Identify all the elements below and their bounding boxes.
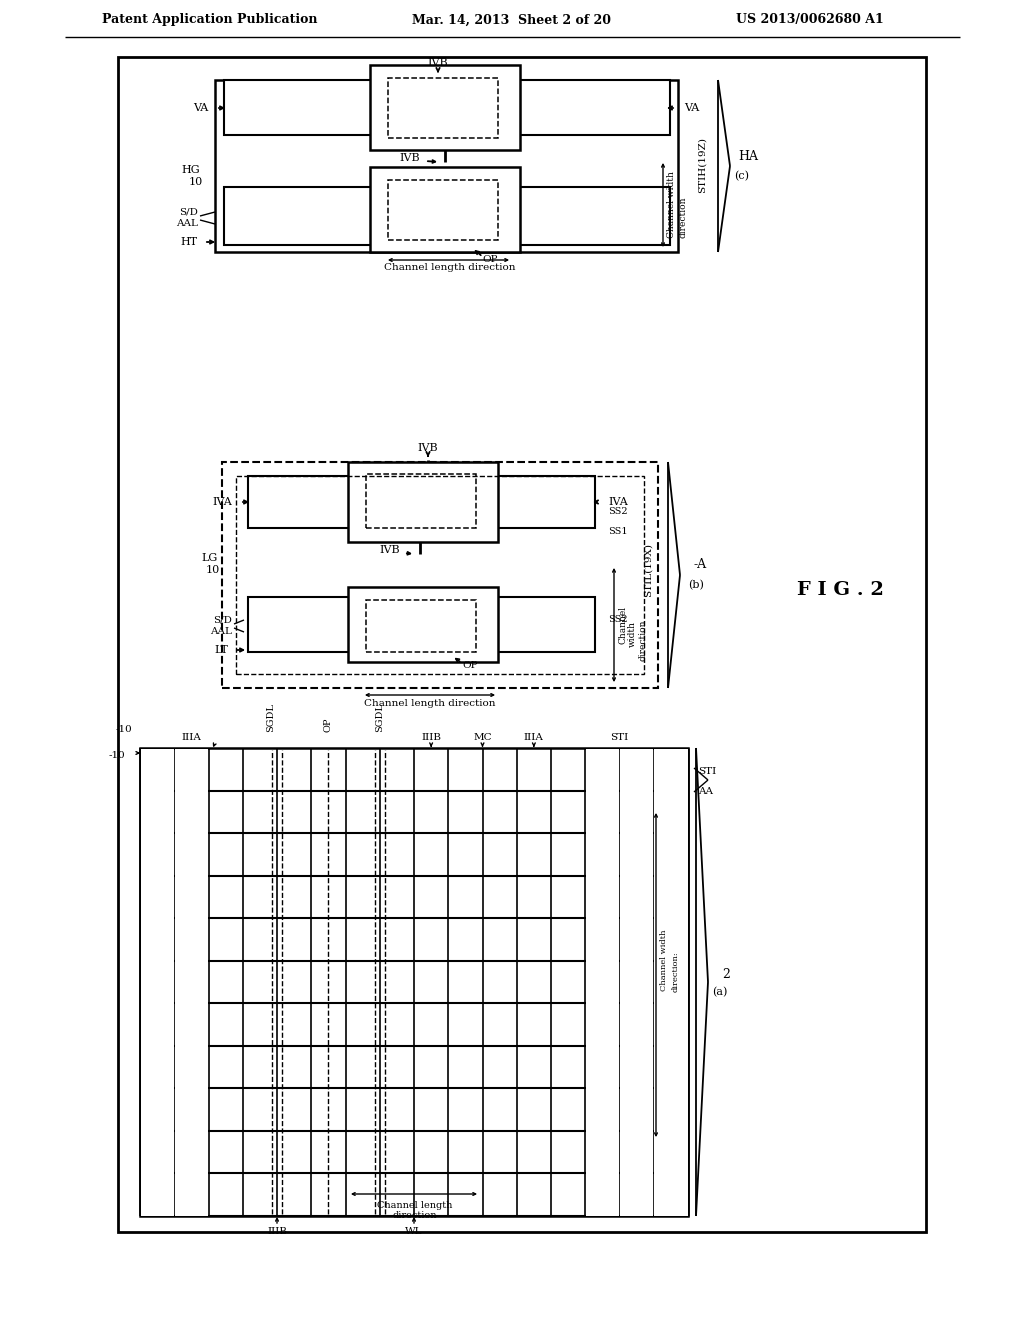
Text: IIIB: IIIB <box>421 734 441 742</box>
Text: (c): (c) <box>734 170 750 181</box>
Text: HA: HA <box>738 149 758 162</box>
Bar <box>248 597 362 652</box>
Bar <box>480 477 595 528</box>
Bar <box>224 187 374 246</box>
Bar <box>175 748 208 1216</box>
Bar <box>388 180 498 240</box>
Bar <box>224 81 374 135</box>
Bar <box>520 81 670 135</box>
Text: VA: VA <box>193 103 208 114</box>
Text: 10: 10 <box>206 565 220 576</box>
Bar <box>222 462 658 688</box>
Bar <box>118 57 926 1232</box>
Text: Mar. 14, 2013  Sheet 2 of 20: Mar. 14, 2013 Sheet 2 of 20 <box>413 13 611 26</box>
Bar <box>140 748 174 1216</box>
Text: F I G . 2: F I G . 2 <box>797 581 884 599</box>
Bar <box>520 187 670 246</box>
Text: AAL: AAL <box>176 219 198 228</box>
Text: STI: STI <box>610 734 629 742</box>
Text: SGDL: SGDL <box>375 704 384 733</box>
Text: HT: HT <box>181 238 198 247</box>
Text: direction: direction <box>638 619 647 661</box>
Text: Channel width: Channel width <box>667 172 676 239</box>
Text: SS2: SS2 <box>608 615 628 624</box>
Text: LT: LT <box>214 645 228 655</box>
Text: IVA: IVA <box>608 498 628 507</box>
Text: WL: WL <box>406 1226 423 1236</box>
Bar <box>366 474 476 528</box>
Text: SS2: SS2 <box>608 507 628 516</box>
Text: (a): (a) <box>713 987 728 997</box>
Bar <box>586 748 618 1216</box>
Text: IIIA: IIIA <box>181 734 202 742</box>
Bar <box>348 462 498 543</box>
Text: AA: AA <box>698 788 713 796</box>
Text: -10: -10 <box>109 751 125 760</box>
Bar <box>370 168 520 252</box>
Text: STIH(19Z): STIH(19Z) <box>698 137 707 193</box>
Text: SS1: SS1 <box>608 528 628 536</box>
Text: OP: OP <box>482 256 498 264</box>
Bar <box>480 597 595 652</box>
Text: direction:: direction: <box>672 952 680 993</box>
Text: (b): (b) <box>688 579 703 590</box>
Text: IIIA: IIIA <box>524 734 544 742</box>
Text: Channel length direction: Channel length direction <box>384 264 516 272</box>
Text: STIL(19X): STIL(19X) <box>644 543 653 597</box>
Text: 2: 2 <box>722 968 730 981</box>
Text: HG: HG <box>181 165 200 176</box>
Text: OP: OP <box>462 661 478 671</box>
Text: STI: STI <box>698 767 716 776</box>
Text: US 2013/0062680 A1: US 2013/0062680 A1 <box>736 13 884 26</box>
Text: S/D: S/D <box>213 615 232 624</box>
Bar <box>215 81 678 252</box>
Text: IVB: IVB <box>428 58 449 69</box>
Bar <box>236 477 644 675</box>
Text: OP: OP <box>324 718 333 733</box>
Text: direction: direction <box>393 1212 437 1221</box>
Text: Channel width: Channel width <box>660 929 668 991</box>
Bar <box>248 477 362 528</box>
Text: SGDL: SGDL <box>265 704 274 733</box>
Text: width: width <box>628 620 637 647</box>
Text: LG: LG <box>202 553 218 564</box>
Text: IVB: IVB <box>418 444 438 453</box>
Text: Channel: Channel <box>618 606 627 644</box>
Text: AAL: AAL <box>210 627 232 636</box>
Bar <box>348 587 498 663</box>
Text: IVB: IVB <box>379 545 400 554</box>
Bar <box>366 601 476 652</box>
Text: Patent Application Publication: Patent Application Publication <box>102 13 317 26</box>
Bar <box>140 748 688 1216</box>
Text: VA: VA <box>684 103 699 114</box>
Text: IVA: IVA <box>212 498 232 507</box>
Text: IVB: IVB <box>399 153 420 162</box>
Bar <box>388 78 498 139</box>
Bar <box>620 748 653 1216</box>
Text: Channel length: Channel length <box>377 1200 453 1209</box>
Text: Channel length direction: Channel length direction <box>365 698 496 708</box>
Text: -10: -10 <box>116 726 132 734</box>
Text: MC: MC <box>473 734 492 742</box>
Text: -A: -A <box>693 558 707 572</box>
Text: direction: direction <box>678 197 687 238</box>
Text: IIIB: IIIB <box>267 1226 287 1236</box>
Bar <box>654 748 687 1216</box>
Bar <box>370 65 520 150</box>
Text: S/D: S/D <box>179 207 198 216</box>
Text: 10: 10 <box>188 177 203 187</box>
